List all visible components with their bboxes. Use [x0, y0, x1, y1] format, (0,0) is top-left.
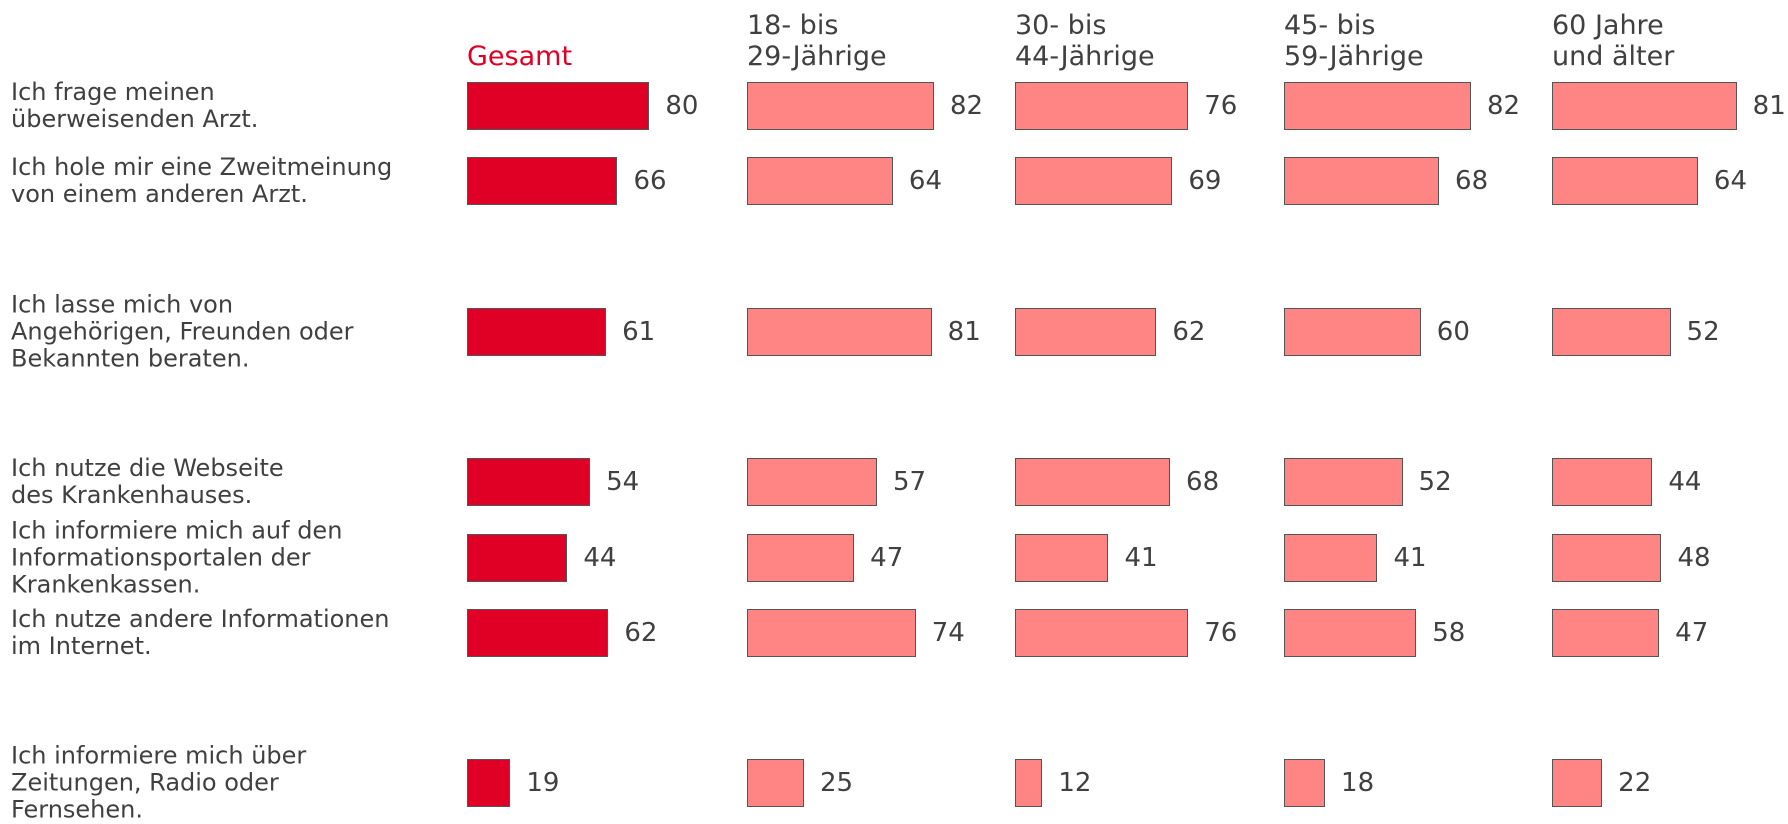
row-label: Ich nutze andere Informationen im Intern…	[11, 605, 390, 660]
value-label: 68	[1455, 166, 1489, 196]
value-label: 76	[1204, 618, 1238, 648]
value-label: 57	[892, 467, 927, 497]
panel-header: 45- bis 59-Jährige	[1284, 10, 1424, 72]
bar	[747, 157, 893, 205]
value-label: 64	[908, 166, 942, 196]
value-label: 82	[949, 91, 984, 121]
value-label: 62	[624, 618, 658, 648]
bar	[1015, 157, 1173, 205]
value-label: 22	[1618, 768, 1652, 798]
bar	[467, 458, 591, 506]
bar	[1552, 308, 1671, 356]
value-label: 58	[1432, 618, 1466, 648]
value-label: 44	[583, 543, 617, 573]
panel-header: 60 Jahre und älter	[1552, 10, 1675, 72]
value-label: 47	[1675, 618, 1709, 648]
bar	[1284, 157, 1440, 205]
panel-header: 18- bis 29-Jährige	[747, 10, 887, 72]
bar	[1552, 157, 1698, 205]
value-label: 82	[1486, 91, 1521, 121]
value-label: 61	[622, 317, 656, 347]
bar	[467, 534, 568, 582]
bar	[1552, 458, 1653, 506]
bar	[1015, 759, 1043, 807]
row-label: Ich lasse mich von Angehörigen, Freunden…	[11, 290, 354, 373]
value-label: 52	[1418, 467, 1452, 497]
bar	[747, 308, 932, 356]
bar	[467, 308, 607, 356]
bar	[1015, 458, 1171, 506]
row-label: Ich informiere mich auf den Informations…	[11, 516, 343, 599]
bar	[1552, 609, 1660, 657]
bar	[1284, 308, 1421, 356]
bar	[1552, 82, 1737, 130]
panel-header: Gesamt	[467, 41, 573, 72]
value-label: 81	[1752, 91, 1786, 121]
bar	[1284, 609, 1417, 657]
bar	[1284, 759, 1326, 807]
value-label: 25	[820, 768, 854, 798]
value-label: 12	[1058, 768, 1092, 798]
bar	[1015, 82, 1189, 130]
bar	[747, 458, 877, 506]
value-label: 69	[1188, 166, 1222, 196]
value-label: 41	[1393, 543, 1427, 573]
bar	[1015, 534, 1109, 582]
bar	[1284, 534, 1378, 582]
value-label: 54	[606, 467, 640, 497]
value-label: 76	[1204, 91, 1238, 121]
value-label: 44	[1668, 467, 1702, 497]
value-label: 80	[665, 91, 699, 121]
value-label: 47	[870, 543, 904, 573]
value-label: 52	[1686, 317, 1720, 347]
bar	[467, 759, 511, 807]
value-label: 74	[931, 618, 965, 648]
bar	[747, 534, 855, 582]
bar	[1284, 458, 1403, 506]
row-label: Ich nutze die Webseite des Krankenhauses…	[11, 454, 284, 509]
row-label: Ich hole mir eine Zweitmeinung von einem…	[11, 153, 393, 208]
value-label: 81	[947, 317, 981, 347]
value-label: 41	[1124, 543, 1158, 573]
row-label: Ich frage meinen überweisenden Arzt.	[11, 78, 259, 133]
bar	[467, 157, 618, 205]
row-label: Ich informiere mich über Zeitungen, Radi…	[11, 741, 307, 824]
value-label: 66	[633, 166, 667, 196]
value-label: 62	[1172, 317, 1206, 347]
value-label: 18	[1341, 768, 1375, 798]
value-label: 48	[1677, 543, 1711, 573]
value-label: 68	[1186, 467, 1220, 497]
bar	[747, 759, 804, 807]
bar	[1552, 759, 1603, 807]
bar	[467, 609, 609, 657]
bar	[1015, 609, 1189, 657]
bar	[1015, 308, 1157, 356]
bar	[747, 82, 934, 130]
bar	[467, 82, 650, 130]
bar	[1552, 534, 1662, 582]
bar	[1284, 82, 1471, 130]
value-label: 19	[526, 768, 560, 798]
panel-header: 30- bis 44-Jährige	[1015, 10, 1155, 72]
bar	[747, 609, 916, 657]
value-label: 60	[1436, 317, 1470, 347]
value-label: 64	[1713, 166, 1747, 196]
